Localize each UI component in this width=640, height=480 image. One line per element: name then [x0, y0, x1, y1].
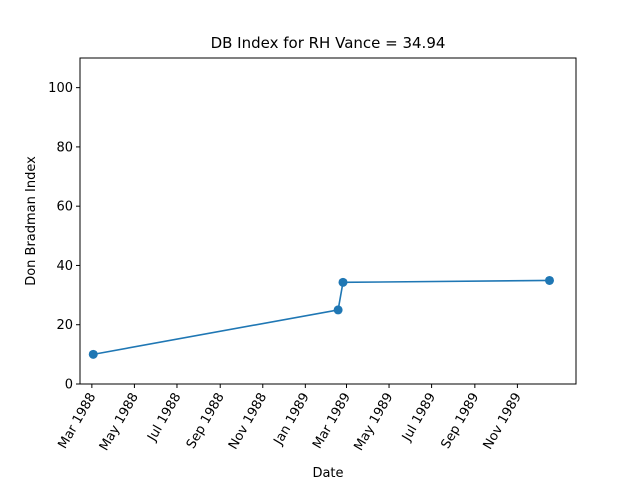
x-tick-label: May 1988	[97, 391, 142, 454]
x-axis-label: Date	[312, 466, 343, 480]
x-tick-label: Jan 1989	[271, 391, 313, 449]
y-tick-label: 60	[56, 200, 73, 215]
series	[88, 275, 554, 359]
y-tick-label: 100	[48, 81, 73, 96]
x-tick-label: Mar 1989	[310, 391, 354, 452]
plot-frame	[79, 57, 577, 385]
x-tick-label: Jul 1989	[399, 391, 439, 445]
y-axis-label: Don Bradman Index	[24, 156, 39, 286]
x-tick-label: Sep 1988	[184, 391, 228, 452]
data-point	[333, 305, 343, 315]
x-tick-label: Nov 1988	[226, 391, 270, 453]
x-tick-label: Jul 1988	[144, 391, 184, 445]
data-point	[88, 349, 98, 359]
series-line	[93, 279, 550, 356]
data-point	[544, 275, 554, 285]
y-tick-label: 80	[56, 140, 73, 155]
x-tick-label: Mar 1988	[55, 391, 99, 452]
data-point	[338, 277, 348, 287]
y-tick-label: 40	[56, 259, 73, 274]
x-tick-label: Nov 1989	[481, 391, 525, 453]
y-tick-label: 0	[65, 378, 73, 393]
y-tick-label: 20	[56, 318, 73, 333]
x-tick-label: Sep 1989	[438, 391, 482, 452]
chart-title: DB Index for RH Vance = 34.94	[211, 34, 446, 52]
x-tick-label: May 1989	[351, 391, 396, 454]
